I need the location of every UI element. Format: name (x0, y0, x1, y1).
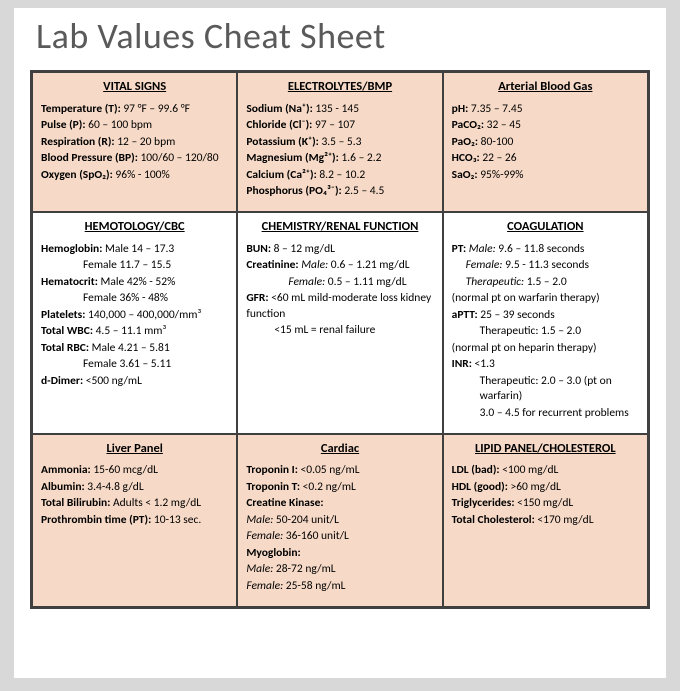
cell-lipid: LIPID PANEL/CHOLESTEROL LDL (bad): <100 m… (443, 434, 648, 607)
value-line: Hematocrit: Male 42% - 52% (41, 275, 228, 291)
value-line: Therapeutic: 1.5 – 2.0 (452, 324, 639, 340)
cell-vital: VITAL SIGNS Temperature (T): 97 °F – 99.6… (32, 72, 237, 212)
value-line: Albumin: 3.4-4.8 g/dL (41, 480, 228, 496)
cell-heading: HEMOTOLOGY/CBC (41, 219, 228, 236)
value-line: PaO₂: 80-100 (452, 135, 639, 151)
cell-heading: Arterial Blood Gas (452, 79, 639, 96)
value-line: (normal pt on heparin therapy) (452, 341, 639, 357)
cell-heading: LIPID PANEL/CHOLESTEROL (452, 441, 639, 458)
value-line: Female: 25-58 ng/mL (246, 579, 433, 595)
cell-abg: Arterial Blood Gas pH: 7.35 – 7.45PaCO₂: … (443, 72, 648, 212)
value-line: Blood Pressure (BP): 100/60 – 120/80 (41, 151, 228, 167)
cell-liver: Liver Panel Ammonia: 15-60 mcg/dLAlbumin:… (32, 434, 237, 607)
value-line: Total Bilirubin: Adults < 1.2 mg/dL (41, 496, 228, 512)
value-line: Respiration (R): 12 – 20 bpm (41, 135, 228, 151)
value-line: HDL (good): >60 mg/dL (452, 480, 639, 496)
value-line: Therapeutic: 1.5 – 2.0 (452, 275, 639, 291)
value-line: BUN: 8 – 12 mg/dL (246, 242, 433, 258)
value-line: Potassium (K⁺): 3.5 – 5.3 (246, 135, 433, 151)
cell-heading: COAGULATION (452, 219, 639, 236)
value-line: LDL (bad): <100 mg/dL (452, 463, 639, 479)
value-line: Therapeutic: 2.0 – 3.0 (pt on warfarin) (452, 374, 639, 405)
value-line: GFR: <60 mL mild-moderate loss kidney fu… (246, 291, 433, 322)
value-line: PaCO₂: 32 – 45 (452, 118, 639, 134)
page-title: Lab Values Cheat Sheet (36, 14, 650, 58)
cell-heading: CHEMISTRY/RENAL FUNCTION (246, 219, 433, 236)
value-line: aPTT: 25 – 39 seconds (452, 308, 639, 324)
value-line: (normal pt on warfarin therapy) (452, 291, 639, 307)
value-line: Prothrombin time (PT): 10-13 sec. (41, 513, 228, 529)
value-line: Phosphorus (PO₄³⁻): 2.5 – 4.5 (246, 184, 433, 200)
value-line: Platelets: 140,000 – 400,000/mm³ (41, 308, 228, 324)
value-line: Female 3.61 – 5.11 (41, 357, 228, 373)
cell-heading: Liver Panel (41, 441, 228, 458)
cell-electro: ELECTROLYTES/BMPSodium (Na⁺): 135 - 145C… (237, 72, 442, 212)
value-line: Chloride (Cl⁻): 97 – 107 (246, 118, 433, 134)
value-line: Magnesium (Mg²⁺): 1.6 – 2.2 (246, 151, 433, 167)
value-line: Troponin I: <0.05 ng/mL (246, 463, 433, 479)
value-line: Oxygen (SpO₂): 96% - 100% (41, 168, 228, 184)
value-line: Female 11.7 – 15.5 (41, 258, 228, 274)
value-line: Total WBC: 4.5 – 11.1 mm³ (41, 324, 228, 340)
page: Lab Values Cheat Sheet VITAL SIGNS Temper… (14, 8, 666, 678)
value-line: Female: 36-160 unit/L (246, 529, 433, 545)
value-line: 3.0 – 4.5 for recurrent problems (452, 406, 639, 422)
value-line: Total Cholesterol: <170 mg/dL (452, 513, 639, 529)
value-line: PT: Male: 9.6 – 11.8 seconds (452, 242, 639, 258)
value-line: Pulse (P): 60 – 100 bpm (41, 118, 228, 134)
cell-heading: ELECTROLYTES/BMP (246, 79, 433, 96)
cell-heading: Cardiac (246, 441, 433, 458)
value-line: pH: 7.35 – 7.45 (452, 102, 639, 118)
value-line: Troponin T: <0.2 ng/mL (246, 480, 433, 496)
value-line: Male: 28-72 ng/mL (246, 562, 433, 578)
value-line: Total RBC: Male 4.21 – 5.81 (41, 341, 228, 357)
value-line: d-Dimer: <500 ng/mL (41, 374, 228, 390)
value-line: INR: <1.3 (452, 357, 639, 373)
value-line: Female: 0.5 – 1.11 mg/dL (246, 275, 433, 291)
value-line: HCO₃: 22 – 26 (452, 151, 639, 167)
cell-heading: VITAL SIGNS (41, 79, 228, 96)
value-line: Calcium (Ca²⁺): 8.2 – 10.2 (246, 168, 433, 184)
value-line: Triglycerides: <150 mg/dL (452, 496, 639, 512)
cell-coag: COAGULATION PT: Male: 9.6 – 11.8 secondsF… (443, 212, 648, 434)
value-line: Sodium (Na⁺): 135 - 145 (246, 102, 433, 118)
cell-chem: CHEMISTRY/RENAL FUNCTION BUN: 8 – 12 mg/d… (237, 212, 442, 434)
value-line: Creatine Kinase: (246, 496, 433, 512)
value-line: Myoglobin: (246, 546, 433, 562)
cell-hemo: HEMOTOLOGY/CBC Hemoglobin: Male 14 – 17.3… (32, 212, 237, 434)
lab-values-grid: VITAL SIGNS Temperature (T): 97 °F – 99.6… (30, 70, 650, 609)
cell-cardiac: Cardiac Troponin I: <0.05 ng/mLTroponin T… (237, 434, 442, 607)
value-line: Hemoglobin: Male 14 – 17.3 (41, 242, 228, 258)
value-line: Ammonia: 15-60 mcg/dL (41, 463, 228, 479)
value-line: SaO₂: 95%-99% (452, 168, 639, 184)
value-line: Creatinine: Male: 0.6 – 1.21 mg/dL (246, 258, 433, 274)
value-line: <15 mL = renal failure (246, 323, 433, 339)
value-line: Temperature (T): 97 °F – 99.6 °F (41, 102, 228, 118)
value-line: Female 36% - 48% (41, 291, 228, 307)
value-line: Male: 50-204 unit/L (246, 513, 433, 529)
value-line: Female: 9.5 - 11.3 seconds (452, 258, 639, 274)
